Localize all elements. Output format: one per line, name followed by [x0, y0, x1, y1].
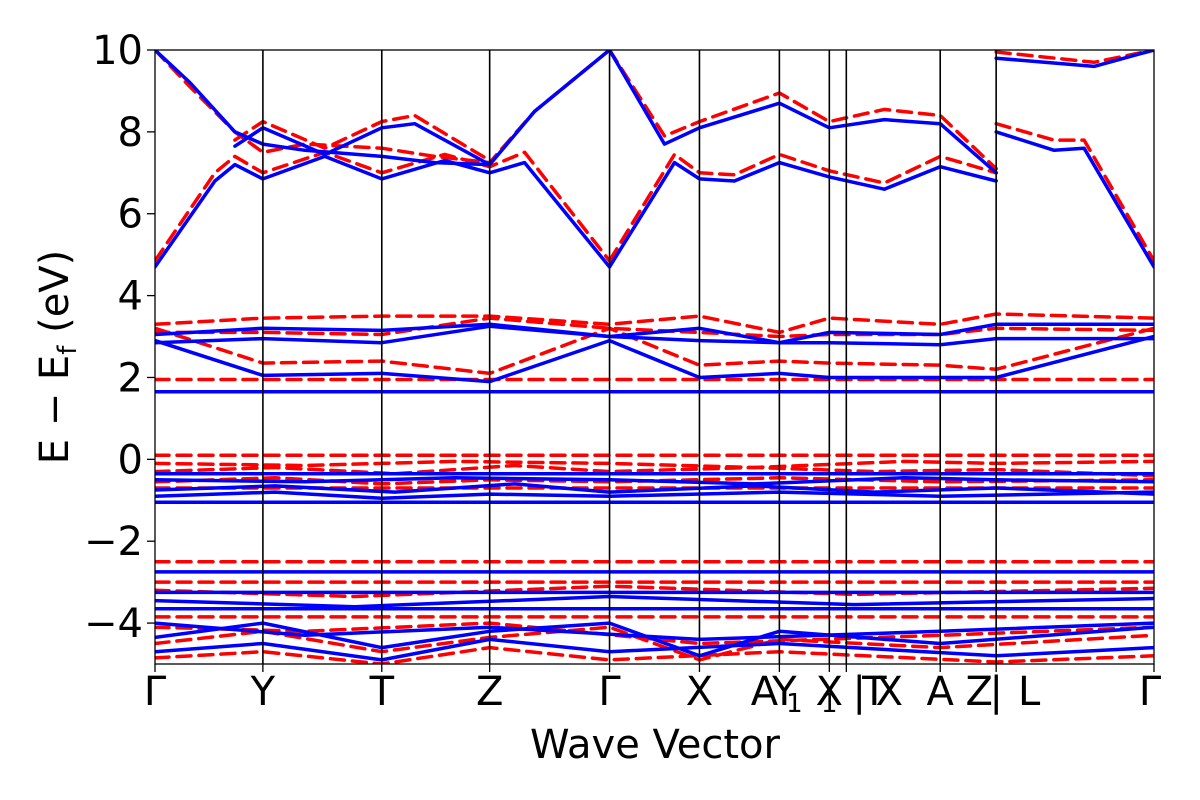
x-axis-ticks: Γ Y T Z Γ X A 1Y X1 |TX A Z| L Γ [144, 664, 1162, 719]
x-tick-label: T [861, 669, 887, 715]
x-tick-label: | [989, 669, 1002, 715]
y-tick-label: −2 [84, 519, 143, 565]
x-tick-label: X [686, 669, 713, 715]
red-dashed-band-9 [155, 312, 1154, 335]
x-tick-label: Γ [598, 669, 621, 715]
x-tick-label: T [369, 669, 395, 715]
blue-solid-band-6 [994, 50, 1154, 69]
red-dashed-band-1 [155, 150, 612, 263]
svg-text:E − Ef (eV): E − Ef (eV) [32, 250, 83, 465]
y-tick-label: 6 [118, 192, 143, 238]
x-tick-label: Γ [144, 669, 167, 715]
plot-frame [154, 49, 1155, 665]
bands-layer [155, 50, 1154, 664]
blue-solid-band-22 [155, 637, 1154, 662]
blue-solid-band-2 [233, 121, 492, 167]
y-tick-label: 10 [92, 28, 143, 74]
y-tick-label: 8 [118, 110, 143, 156]
y-tick-label: −4 [84, 601, 143, 647]
x-tick-label: Γ [1139, 669, 1162, 715]
red-dashed-band-8 [155, 326, 1154, 376]
kpoint-lines [262, 50, 997, 664]
red-dashed-band-3 [607, 50, 998, 171]
x-tick-label: | [853, 669, 866, 715]
blue-solid-band-12 [155, 476, 1154, 486]
x-tick-label: Z [476, 669, 503, 715]
x-tick-label: Y [771, 669, 797, 715]
y-axis-label: E − Ef (eV) [32, 250, 83, 465]
x-tick-label: Y [250, 669, 276, 715]
blue-solid-band-15 [155, 490, 1154, 500]
x-tick-label: 1 [821, 689, 838, 719]
y-tick-label: 4 [118, 274, 143, 320]
red-dashed-band-4 [607, 152, 998, 263]
red-dashed-band-5 [994, 121, 1154, 263]
x-tick-label: 1 [786, 689, 803, 719]
y-tick-label: 0 [118, 437, 143, 483]
x-tick-label: X [876, 669, 903, 715]
x-tick-label: X [816, 669, 843, 715]
blue-solid-band-18 [155, 594, 1154, 609]
x-tick-label: A [927, 669, 955, 715]
blue-solid-band-8 [155, 334, 1154, 384]
x-tick-label: A [751, 669, 779, 715]
x-tick-label: Z [965, 669, 992, 715]
red-dashed-band-15 [155, 476, 1154, 486]
blue-solid-band-3 [607, 50, 998, 175]
y-tick-label: 2 [118, 355, 143, 401]
blue-solid-band-4 [607, 160, 998, 269]
x-tick-label: L [1018, 669, 1041, 715]
blue-solid-band-0 [155, 50, 612, 167]
blue-solid-band-5 [994, 130, 1154, 269]
blue-solid-band-20 [155, 621, 1154, 642]
red-dashed-band-22 [155, 645, 1154, 664]
red-dashed-band-12 [155, 459, 1154, 470]
red-dashed-band-2 [233, 113, 492, 163]
x-axis-label: Wave Vector [530, 722, 781, 768]
blue-solid-band-1 [155, 154, 612, 269]
y-axis-ticks: −4 −2 0 2 4 6 8 10 [84, 28, 155, 647]
